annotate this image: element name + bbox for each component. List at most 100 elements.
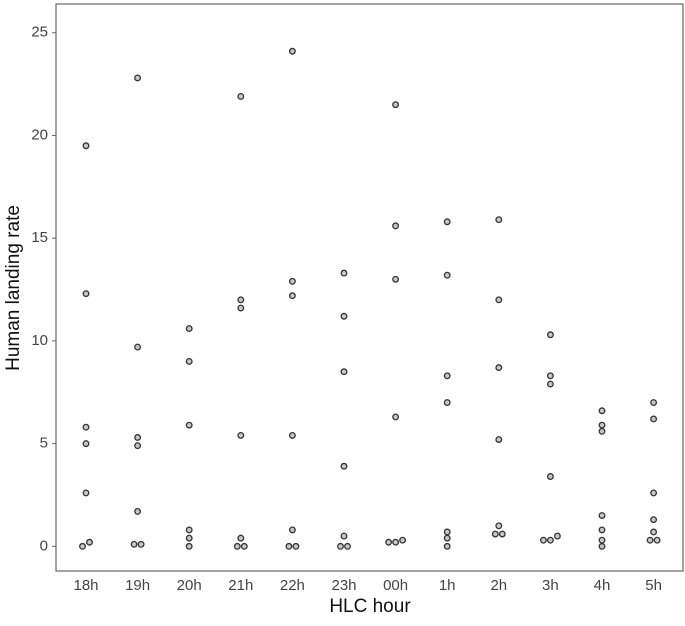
x-tick-label: 3h	[542, 577, 559, 594]
point	[134, 442, 142, 450]
y-tick-label: 0	[40, 537, 48, 554]
point	[134, 507, 142, 515]
point	[491, 530, 499, 538]
point	[598, 427, 606, 435]
point	[495, 216, 503, 224]
point	[237, 534, 245, 542]
point	[443, 218, 451, 226]
point	[185, 542, 193, 550]
point	[340, 269, 348, 277]
point	[134, 74, 142, 82]
point	[292, 542, 300, 550]
x-tick-label: 19h	[125, 577, 150, 594]
point	[340, 532, 348, 540]
point	[495, 436, 503, 443]
point	[82, 440, 90, 448]
point	[650, 415, 658, 423]
point	[185, 526, 193, 534]
point	[288, 292, 296, 300]
point	[495, 296, 503, 304]
x-tick-label: 18h	[73, 577, 98, 594]
point	[134, 343, 142, 351]
point	[137, 540, 145, 548]
point	[385, 538, 393, 546]
point	[392, 538, 400, 546]
point	[288, 47, 296, 55]
point	[443, 372, 451, 380]
point	[650, 516, 658, 524]
point	[240, 542, 248, 550]
point	[237, 304, 245, 312]
y-tick-label: 25	[31, 24, 48, 41]
point	[340, 312, 348, 320]
point	[392, 101, 400, 109]
x-tick-label: 21h	[228, 577, 253, 594]
point	[237, 296, 245, 304]
point	[86, 538, 93, 546]
point	[237, 431, 245, 439]
x-tick-label: 00h	[383, 577, 408, 594]
x-tick-label: 20h	[177, 577, 202, 594]
x-axis-title: HLC hour	[329, 596, 411, 617]
point	[443, 528, 451, 536]
point	[285, 542, 293, 550]
x-tick-label: 23h	[331, 577, 356, 594]
point	[495, 522, 503, 530]
point	[288, 277, 296, 285]
point	[185, 421, 193, 429]
point	[546, 473, 554, 480]
point	[340, 462, 348, 470]
y-axis-title: Human landing rate	[3, 205, 24, 371]
point	[443, 534, 451, 542]
point	[539, 536, 547, 544]
point	[392, 222, 400, 230]
point	[650, 399, 658, 406]
point	[288, 526, 296, 534]
point	[443, 399, 451, 406]
point	[288, 431, 296, 439]
y-tick-label: 20	[31, 126, 48, 143]
point	[82, 423, 90, 431]
y-tick-label: 10	[31, 332, 48, 349]
point	[598, 421, 606, 429]
point	[134, 434, 142, 441]
x-tick-label: 4h	[594, 577, 611, 594]
point	[495, 364, 503, 372]
point	[598, 542, 606, 550]
plot-frame	[55, 3, 684, 572]
x-tick-label: 1h	[439, 577, 456, 594]
point	[650, 489, 658, 497]
point	[185, 358, 193, 365]
point	[82, 142, 90, 150]
point	[546, 372, 554, 380]
point	[443, 542, 451, 550]
point	[337, 542, 344, 550]
y-tick-label: 15	[31, 229, 48, 246]
point	[553, 532, 561, 540]
point	[598, 526, 606, 534]
point	[185, 325, 193, 333]
point	[130, 540, 138, 548]
point	[546, 536, 554, 544]
point	[82, 489, 90, 497]
point	[82, 290, 90, 298]
point	[598, 407, 606, 415]
point	[598, 512, 606, 519]
point	[185, 534, 193, 542]
x-tick-label: 22h	[280, 577, 305, 594]
point	[392, 413, 400, 421]
point	[546, 380, 554, 388]
point	[498, 530, 506, 538]
point	[237, 92, 245, 100]
point	[650, 528, 658, 536]
y-tick-label: 5	[40, 435, 48, 452]
x-tick-label: 5h	[645, 577, 662, 594]
point	[233, 542, 241, 550]
point	[653, 536, 661, 544]
point	[344, 542, 351, 550]
point	[546, 331, 554, 339]
point	[79, 542, 86, 550]
point	[646, 536, 654, 544]
